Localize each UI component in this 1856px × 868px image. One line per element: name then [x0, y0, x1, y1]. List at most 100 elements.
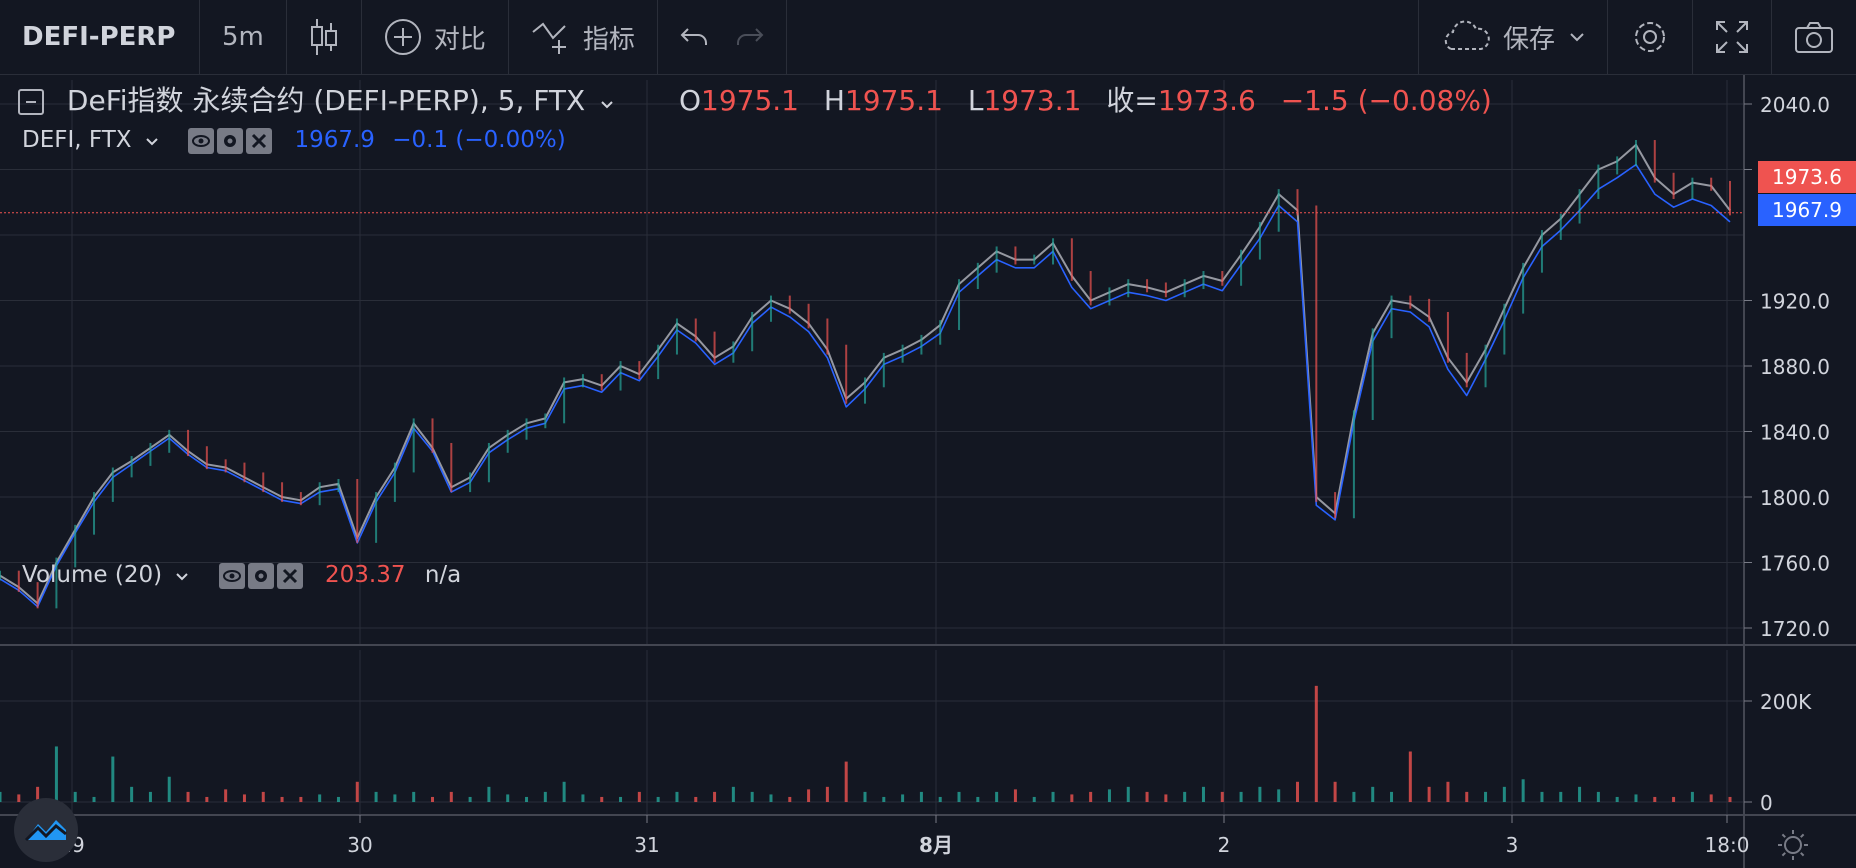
volume-bar [92, 796, 96, 802]
symbol-search-button[interactable]: DEFI-PERP [0, 0, 200, 74]
save-button[interactable]: 保存 [1417, 0, 1607, 74]
volume-bar [1709, 794, 1713, 802]
camera-icon [1794, 20, 1834, 54]
volume-bar [111, 756, 115, 802]
gear-icon[interactable] [247, 562, 274, 589]
change-value: −1.5 (−0.08%) [1280, 84, 1492, 117]
sun-icon-ray [1800, 852, 1805, 857]
volume-bar [957, 791, 961, 802]
compare-chevron-icon[interactable] [145, 127, 159, 153]
volume-bar [807, 789, 811, 802]
volume-bar [619, 796, 623, 802]
series-line-defi-perp [0, 143, 1731, 605]
volume-bar [167, 776, 171, 802]
chart-area[interactable]: 2040.02000.01920.01880.01840.01800.01760… [0, 75, 1856, 868]
sun-icon-core [1784, 836, 1802, 854]
gear-icon[interactable] [217, 127, 244, 154]
high-value: 1975.1 [844, 84, 943, 117]
screenshot-button[interactable] [1771, 0, 1856, 74]
time-tick-label: 31 [634, 833, 659, 857]
volume-title[interactable]: Volume (20) [22, 562, 163, 588]
volume-bar [1333, 781, 1337, 802]
volume-chevron-icon[interactable] [175, 562, 189, 588]
compare-button[interactable]: 对比 [362, 0, 509, 74]
chart-type-button[interactable] [287, 0, 362, 74]
volume-bar [976, 796, 980, 802]
volume-bar [1070, 794, 1074, 802]
volume-bar [750, 791, 754, 802]
high-label: H [823, 84, 845, 117]
volume-bar [0, 791, 2, 802]
volume-bar [1615, 796, 1619, 802]
volume-bar [1502, 786, 1506, 802]
volume-bar [1390, 791, 1394, 802]
chart-canvas[interactable]: 2040.02000.01920.01880.01840.01800.01760… [0, 75, 1856, 868]
tradingview-logo-button[interactable] [14, 798, 78, 862]
volume-bar [1258, 786, 1262, 802]
volume-bar [468, 796, 472, 802]
close-value: 1973.6 [1157, 84, 1256, 117]
compare-change: −0.1 (−0.00%) [392, 127, 566, 153]
close-icon[interactable] [246, 127, 273, 154]
volume-bar [938, 796, 942, 802]
volume-bar [1427, 786, 1431, 802]
indicators-button[interactable]: 指标 [509, 0, 658, 74]
volume-bar [788, 796, 792, 802]
grid-lines [0, 80, 1744, 815]
open-value: 1975.1 [701, 84, 799, 117]
close-icon[interactable] [276, 562, 303, 589]
volume-bar [581, 794, 585, 802]
main-symbol-title[interactable]: DeFi指数 永续合约 (DEFI-PERP), 5, FTX [66, 84, 586, 117]
main-symbol-chevron-icon[interactable] [600, 84, 614, 117]
undo-icon[interactable] [680, 25, 710, 49]
volume-value: 203.37 [325, 562, 406, 588]
volume-tick-label: 200K [1760, 690, 1812, 714]
volume-bar [1032, 796, 1036, 802]
volume-bar [901, 794, 905, 802]
eye-icon[interactable] [188, 127, 215, 154]
eye-icon[interactable] [218, 562, 245, 589]
volume-bar [1183, 791, 1187, 802]
low-label: L [967, 84, 984, 117]
low-value: 1973.1 [983, 84, 1082, 117]
volume-bar [487, 786, 491, 802]
compare-legend: DEFI, FTX 1967.9 −0.1 (−0.00%) [22, 127, 566, 154]
volume-bar [1352, 791, 1356, 802]
volume-bar [186, 791, 190, 802]
volume-bar [1296, 781, 1299, 802]
compare-value: 1967.9 [294, 127, 375, 153]
volume-bar [1013, 789, 1017, 802]
volume-bar [1314, 685, 1318, 802]
volume-bar [1089, 791, 1093, 802]
volume-bar [995, 791, 999, 802]
volume-bar [449, 791, 453, 802]
volume-bar [1653, 796, 1657, 802]
volume-bar [1484, 791, 1488, 802]
fullscreen-button[interactable] [1692, 0, 1771, 74]
volume-bar [1107, 789, 1111, 802]
undo-redo-group [658, 0, 787, 74]
candles-icon [309, 17, 339, 57]
volume-bar [1596, 791, 1600, 802]
volume-bar [600, 796, 604, 802]
indicators-label: 指标 [582, 24, 635, 55]
sun-icon[interactable] [1778, 830, 1808, 860]
volume-bar [73, 791, 77, 802]
volume-bar [731, 786, 735, 802]
redo-icon[interactable] [734, 25, 764, 49]
volume-bar [1540, 791, 1544, 802]
volume-bar [299, 796, 303, 802]
volume-bar [374, 791, 378, 802]
volume-bar [769, 794, 773, 802]
price-tick-label: 1760.0 [1760, 552, 1830, 576]
time-tick-label: 2 [1218, 833, 1231, 857]
compare-symbol-title[interactable]: DEFI, FTX [22, 127, 132, 153]
volume-bar [1371, 786, 1375, 802]
volume-bar [562, 781, 566, 802]
volume-bar [1728, 796, 1732, 802]
volume-bar [1559, 791, 1563, 802]
collapse-legend-icon[interactable] [18, 89, 44, 115]
settings-button[interactable] [1607, 0, 1692, 74]
interval-button[interactable]: 5m [200, 0, 287, 74]
volume-bar [355, 781, 359, 802]
